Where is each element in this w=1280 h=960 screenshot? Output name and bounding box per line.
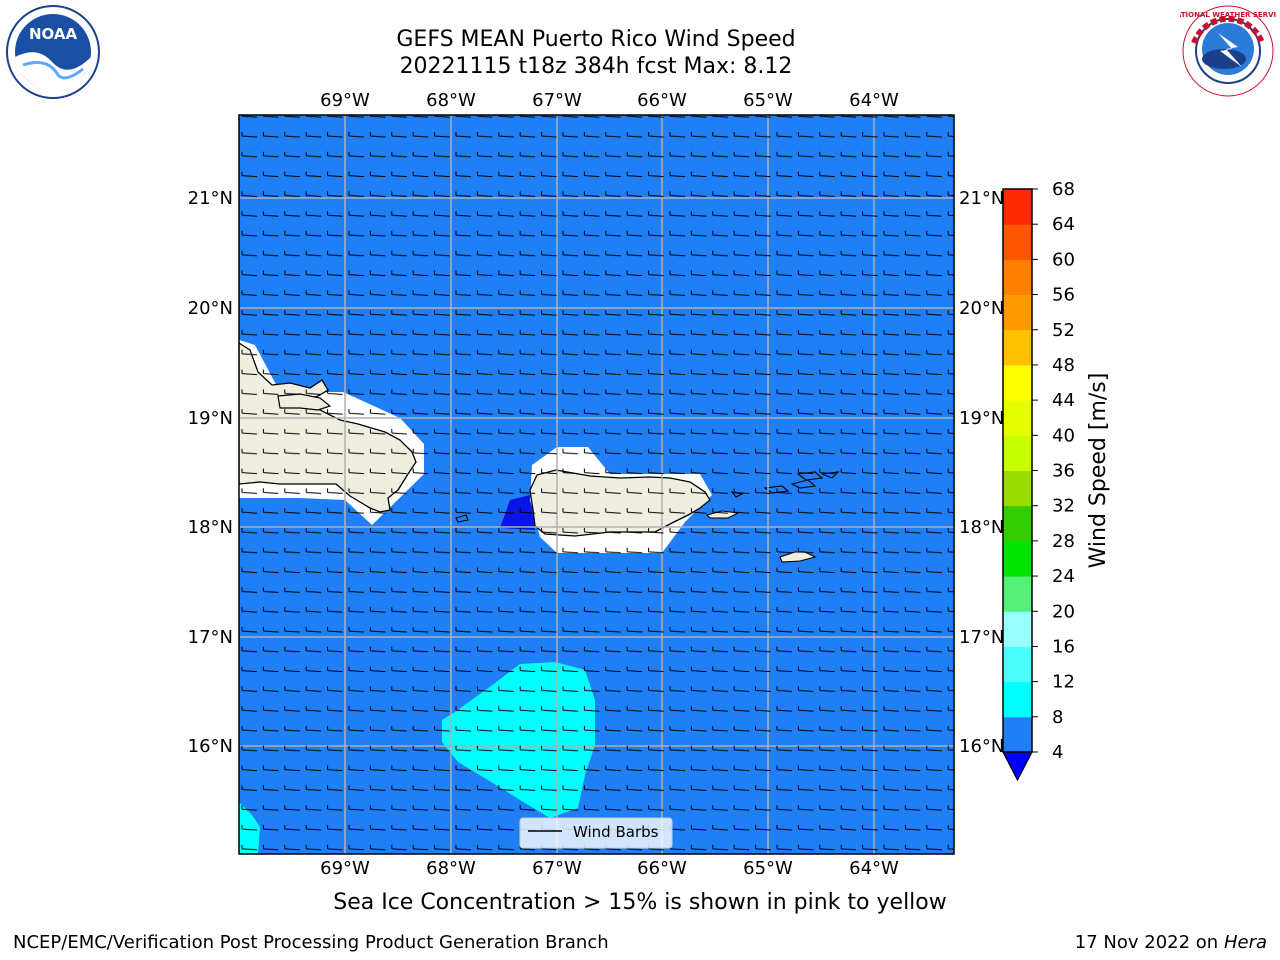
colorbar-label: Wind Speed [m/s]	[1086, 373, 1111, 569]
colorbar-segment	[1003, 294, 1032, 331]
lon-labels-bottom: 69°W 68°W 67°W 66°W 65°W 64°W	[320, 858, 899, 879]
lon-labels-top: 69°W 68°W 67°W 66°W 65°W 64°W	[320, 90, 899, 111]
colorbar-segment	[1003, 470, 1032, 507]
colorbar-segment	[1003, 681, 1032, 718]
colorbar-tick-label: 40	[1052, 425, 1075, 446]
colorbar-tick-label: 36	[1052, 461, 1075, 482]
lon-label-bottom: 65°W	[743, 858, 793, 879]
colorbar-tick-label: 48	[1052, 355, 1075, 376]
colorbar-extend	[1002, 751, 1033, 782]
colorbar-segment	[1003, 505, 1032, 542]
colorbar-tick-label: 24	[1052, 566, 1075, 587]
colorbar-segment	[1003, 400, 1032, 436]
colorbar-tick-label: 8	[1052, 707, 1063, 728]
lat-label-right: 20°N	[959, 298, 1004, 319]
footer-machine: Hera	[1223, 932, 1267, 953]
colorbar-tick-label: 20	[1052, 601, 1075, 622]
colorbar-segment	[1003, 716, 1032, 753]
colorbar-segment	[1003, 329, 1032, 366]
wind-barbs-field	[239, 115, 954, 854]
lat-label-left: 17°N	[188, 627, 233, 648]
title-line-1: GEFS MEAN Puerto Rico Wind Speed	[396, 27, 796, 52]
colorbar-tick-label: 12	[1052, 672, 1075, 693]
lon-label-top: 67°W	[532, 90, 582, 111]
colorbar-tick-label: 60	[1052, 249, 1075, 270]
nws-logo: NATIONAL WEATHER SERVICE	[1170, 3, 1280, 99]
noaa-logo-text: NOAA	[29, 25, 78, 43]
lat-labels-left: 21°N 20°N 19°N 18°N 17°N 16°N	[188, 188, 233, 757]
footer-date-text: 17 Nov 2022 on	[1074, 932, 1219, 953]
colorbar-tick-label: 56	[1052, 285, 1075, 306]
footer-date: 17 Nov 2022 on Hera	[1075, 932, 1267, 953]
lon-label-top: 64°W	[849, 90, 899, 111]
sea-ice-caption: Sea Ice Concentration > 15% is shown in …	[333, 890, 947, 915]
lon-label-bottom: 68°W	[426, 858, 476, 879]
colorbar-tick-label: 52	[1052, 320, 1075, 341]
lon-label-bottom: 67°W	[532, 858, 582, 879]
colorbar-segment	[1003, 364, 1032, 401]
lat-label-left: 18°N	[188, 517, 233, 538]
noaa-logo: NOAA	[3, 5, 103, 100]
nws-logo-text: NATIONAL WEATHER SERVICE	[1180, 11, 1276, 19]
lat-label-right: 19°N	[959, 408, 1004, 429]
colorbar-segment	[1003, 189, 1032, 225]
lat-label-left: 19°N	[188, 408, 233, 429]
colorbar-tick-label: 28	[1052, 531, 1075, 552]
map-area	[239, 115, 954, 854]
colorbar-segment	[1003, 540, 1032, 577]
map-frame	[238, 114, 955, 855]
colorbar-segment	[1003, 259, 1032, 296]
lon-label-bottom: 69°W	[320, 858, 370, 879]
footer-credit: NCEP/EMC/Verification Post Processing Pr…	[13, 932, 609, 953]
colorbar-tick-label: 16	[1052, 636, 1075, 657]
lat-label-left: 16°N	[188, 736, 233, 757]
lon-label-bottom: 64°W	[849, 858, 899, 879]
lon-label-bottom: 66°W	[637, 858, 687, 879]
lat-label-right: 16°N	[959, 736, 1004, 757]
colorbar-segment	[1003, 576, 1032, 612]
legend-label: Wind Barbs	[573, 823, 659, 841]
colorbar-segment	[1003, 646, 1032, 683]
colorbar-tick-label: 64	[1052, 214, 1075, 235]
lat-label-right: 18°N	[959, 517, 1004, 538]
colorbar-segment	[1003, 611, 1032, 647]
lon-label-top: 66°W	[637, 90, 687, 111]
lat-label-right: 17°N	[959, 627, 1004, 648]
lat-labels-right: 21°N 20°N 19°N 18°N 17°N 16°N	[959, 188, 1004, 757]
lat-label-left: 20°N	[188, 298, 233, 319]
chart-title: GEFS MEAN Puerto Rico Wind Speed 2022111…	[0, 26, 1192, 80]
colorbar-tick-label: 68	[1052, 179, 1075, 200]
colorbar-tick-label: 32	[1052, 496, 1075, 517]
title-line-2: 20221115 t18z 384h fcst Max: 8.12	[399, 54, 793, 79]
lat-label-left: 21°N	[188, 188, 233, 209]
lon-label-top: 65°W	[743, 90, 793, 111]
lat-label-right: 21°N	[959, 188, 1004, 209]
colorbar-segment	[1003, 224, 1032, 260]
lon-label-top: 69°W	[320, 90, 370, 111]
map-legend: Wind Barbs	[519, 817, 673, 849]
colorbar-tick-label: 44	[1052, 390, 1075, 411]
colorbar-segment	[1003, 435, 1032, 471]
colorbar-tick-label: 4	[1052, 742, 1063, 763]
lon-label-top: 68°W	[426, 90, 476, 111]
